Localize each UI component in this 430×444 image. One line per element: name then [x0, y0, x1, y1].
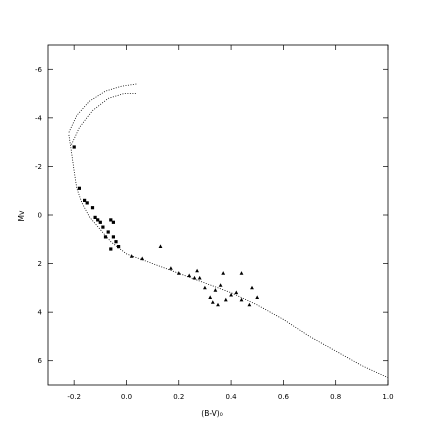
square-point	[114, 240, 118, 244]
triangle-point	[250, 285, 254, 290]
square-point	[111, 220, 115, 224]
triangle-point	[221, 271, 226, 275]
triangle-point	[140, 256, 145, 261]
triangle-point	[195, 268, 199, 273]
square-point	[111, 235, 115, 239]
square-point	[90, 206, 95, 210]
x-tick-label: 0.4	[226, 393, 238, 401]
triangle-point	[239, 297, 244, 302]
y-tick-label: 0	[38, 212, 42, 220]
triangle-point	[129, 254, 134, 258]
square-point	[103, 235, 108, 239]
square-point	[106, 230, 110, 234]
triangle-point	[239, 271, 244, 275]
x-tick-labels: -0.2 0.0 0.2 0.4 0.6 0.8 1.0	[67, 393, 393, 401]
triangle-point	[234, 290, 239, 295]
triangle-point	[229, 292, 233, 297]
triangle-point	[197, 275, 202, 280]
x-tick-label: 0.0	[121, 393, 132, 401]
square-point	[72, 145, 76, 149]
triangle-point	[187, 273, 192, 278]
square-point	[93, 215, 97, 219]
square-point	[77, 186, 81, 190]
square-point	[83, 198, 87, 202]
triangle-point	[158, 244, 163, 248]
y-tick-label: -4	[35, 114, 43, 122]
triangle-point	[213, 288, 218, 292]
x-tick-label: 0.6	[278, 393, 290, 401]
isochrone-curves	[68, 83, 389, 379]
y-tick-labels: -6 -4 -2 0 2 4 6	[35, 66, 43, 365]
triangle-point	[247, 302, 252, 307]
triangle-point	[210, 300, 215, 304]
isochrone-main-sequence-line	[68, 134, 389, 379]
triangle-point	[169, 266, 173, 270]
triangle-point	[223, 297, 228, 302]
data-points	[72, 145, 260, 307]
triangle-point	[216, 302, 220, 307]
triangle-point	[192, 275, 197, 280]
square-point	[109, 218, 113, 222]
triangle-point	[255, 295, 260, 299]
x-tick-label: 0.8	[330, 393, 341, 401]
plot-frame	[47, 44, 389, 386]
y-tick-label: -2	[35, 163, 42, 171]
triangle-point	[208, 295, 213, 299]
square-point	[85, 201, 89, 205]
x-tick-label: 1.0	[382, 393, 393, 401]
x-tick-label: 0.2	[173, 393, 184, 401]
y-axis-title: Mv	[17, 210, 26, 221]
y-tick-label: 2	[38, 260, 42, 268]
tick-marks	[48, 45, 389, 385]
triangle-point	[176, 271, 181, 275]
square-point	[117, 245, 121, 249]
square-point	[98, 220, 102, 224]
square-point	[96, 218, 100, 222]
square-point	[109, 247, 113, 251]
triangle-point	[218, 283, 223, 287]
isochrone-upper-branch-line	[71, 93, 137, 145]
y-tick-label: 4	[38, 309, 43, 317]
x-tick-label: -0.2	[67, 393, 81, 401]
x-axis-title: (B-V)₀	[201, 409, 222, 418]
y-tick-label: 6	[38, 357, 43, 365]
square-point	[101, 225, 105, 229]
triangle-point	[203, 285, 207, 290]
isochrone-upper-branch-line	[68, 83, 137, 133]
y-tick-label: -6	[35, 66, 43, 74]
